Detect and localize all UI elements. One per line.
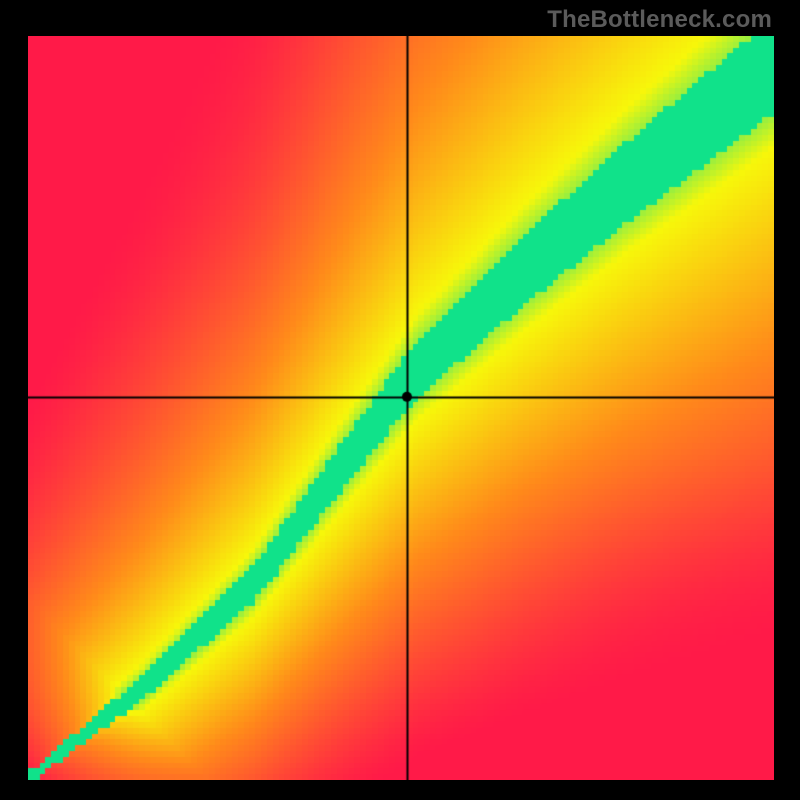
watermark-text: TheBottleneck.com — [547, 6, 772, 34]
heatmap-canvas — [28, 36, 774, 780]
chart-container: TheBottleneck.com — [0, 0, 800, 800]
